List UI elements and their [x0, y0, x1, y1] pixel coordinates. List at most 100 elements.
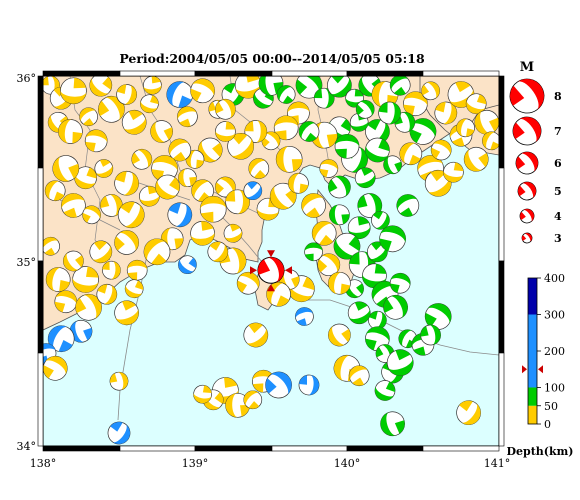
magnitude-legend-label: 6 — [554, 157, 562, 170]
focal-mechanism-beachball — [298, 121, 320, 142]
focal-mechanism-beachball — [248, 158, 270, 179]
focal-mechanism-beachball — [96, 283, 118, 305]
event-marker-triangle — [285, 266, 292, 275]
lon-tick-140: 140° — [334, 457, 361, 470]
focal-mechanism-beachball — [403, 91, 428, 117]
map-title: Period:2004/05/05 00:00--2014/05/05 05:1… — [119, 51, 425, 66]
focal-mechanism-beachball — [52, 155, 80, 182]
focal-mechanism-beachball — [348, 365, 370, 387]
focal-mechanism-beachball — [430, 139, 452, 161]
event-marker-triangle — [267, 250, 275, 258]
depth-marker-right — [538, 365, 543, 374]
focal-mechanism-beachball — [82, 205, 101, 225]
focal-mechanism-beachball — [463, 146, 489, 172]
depth-band — [528, 405, 537, 424]
focal-mechanism-beachball — [421, 81, 440, 101]
focal-mechanism-beachball — [102, 260, 121, 280]
focal-mechanism-beachball — [63, 250, 84, 272]
focal-mechanism-beachball — [354, 167, 376, 189]
focal-mechanism-beachball — [319, 159, 339, 178]
focal-mechanism-beachball — [215, 121, 236, 142]
focal-mechanism-beachball — [399, 142, 423, 166]
focal-mechanism-beachball — [243, 322, 269, 348]
focal-mechanism-beachball — [347, 301, 371, 325]
focal-mechanism-beachball — [420, 324, 441, 346]
focal-mechanism-beachball — [383, 155, 402, 175]
focal-mechanism-beachball — [386, 349, 414, 377]
depth-marker-left — [522, 365, 527, 374]
focal-mechanism-beachball — [456, 118, 475, 138]
focal-mechanism-beachball — [61, 193, 86, 218]
focal-mechanism-beachball — [168, 138, 192, 162]
lon-tick-141: 141° — [484, 457, 511, 470]
focal-mechanism-beachball — [44, 180, 66, 202]
focal-mechanism-beachball — [380, 411, 405, 437]
focal-mechanism-beachball — [383, 294, 408, 320]
magnitude-legend-ball — [509, 78, 545, 114]
focal-mechanism-beachball — [409, 118, 437, 145]
magnitude-legend-label: 8 — [554, 90, 562, 103]
focal-mechanism-beachball — [74, 166, 97, 190]
lat-tick-35: 35° — [17, 256, 37, 269]
focal-mechanism-beachball — [298, 374, 320, 396]
focal-mechanism-beachball — [328, 271, 351, 295]
focal-mechanism-beachball — [288, 172, 309, 194]
focal-mechanism-beachball — [482, 131, 499, 151]
focal-mechanism-beachball — [365, 137, 390, 163]
focal-mechanism-beachball — [301, 193, 326, 218]
focal-mechanism-beachball — [223, 223, 243, 243]
magnitude-legend-ball — [517, 181, 537, 201]
focal-mechanism-beachball — [43, 236, 60, 256]
focal-mechanism-beachball — [114, 230, 139, 255]
lon-tick-138: 138° — [30, 457, 57, 470]
focal-mechanism-beachball — [456, 400, 481, 426]
focal-mechanism-beachball — [131, 148, 153, 170]
focal-mechanism-beachball — [434, 101, 458, 125]
magnitude-legend-label: 5 — [554, 185, 562, 198]
focal-mechanism-beachball — [371, 210, 390, 230]
focal-mechanism-beachball — [84, 129, 108, 153]
lat-tick-34: 34° — [17, 440, 37, 453]
focal-mechanism-beachball — [107, 421, 131, 445]
focal-mechanism-beachball — [258, 76, 284, 96]
magnitude-legend-label: 7 — [554, 125, 562, 138]
magnitude-legend: M 8 7 6 5 4 3 — [509, 60, 562, 245]
focal-mechanism-beachball — [45, 267, 71, 292]
magnitude-legend-ball — [519, 208, 535, 224]
magnitude-legend-title: M — [520, 60, 534, 75]
focal-mechanism-beachball — [94, 159, 114, 178]
magnitude-legend-label: 4 — [554, 210, 562, 223]
focal-mechanism-beachball — [121, 109, 147, 135]
depth-legend: 400 300 200 100 50 0 Depth(km) — [507, 272, 574, 458]
focal-mechanism-beachball — [199, 195, 227, 223]
focal-mechanism-beachball — [328, 323, 351, 347]
focal-mechanism-beachball — [465, 93, 487, 115]
magnitude-legend-ball — [515, 151, 539, 175]
focal-mechanism-beachball — [178, 168, 197, 188]
map-frame-bars — [37, 70, 505, 452]
focal-mechanism-beachball — [193, 384, 212, 404]
focal-mechanism-beachball — [396, 194, 420, 217]
focal-mechanism-beachball — [98, 95, 125, 123]
focal-mechanism-beachball — [215, 98, 236, 120]
focal-mechanism-beachball — [378, 101, 401, 125]
axis-labels: 138° 139° 140° 141° 34° 35° 36° — [17, 72, 511, 470]
focal-mechanism-beachball — [207, 241, 229, 263]
focal-mechanism-beachball — [167, 202, 193, 228]
depth-tick-label: 100 — [544, 382, 565, 395]
focal-mechanism-beachball — [243, 390, 263, 410]
focal-mechanism-beachball — [389, 76, 411, 96]
focal-mechanism-beachball — [190, 78, 215, 104]
focal-mechanism-beachball — [265, 371, 292, 399]
focal-mechanism-beachball — [389, 272, 411, 294]
focal-mechanism-beachball — [155, 174, 180, 200]
focal-mechanism-beachball — [311, 220, 337, 246]
focal-mechanism-beachball — [269, 182, 297, 210]
focal-mechanism-beachball — [178, 255, 197, 275]
focal-mechanism-beachball — [374, 380, 396, 401]
focal-mechanism-beachball — [276, 85, 296, 104]
depth-band — [528, 278, 537, 315]
focal-mechanism-beachball — [334, 133, 360, 159]
depth-legend-title: Depth(km) — [507, 445, 574, 458]
